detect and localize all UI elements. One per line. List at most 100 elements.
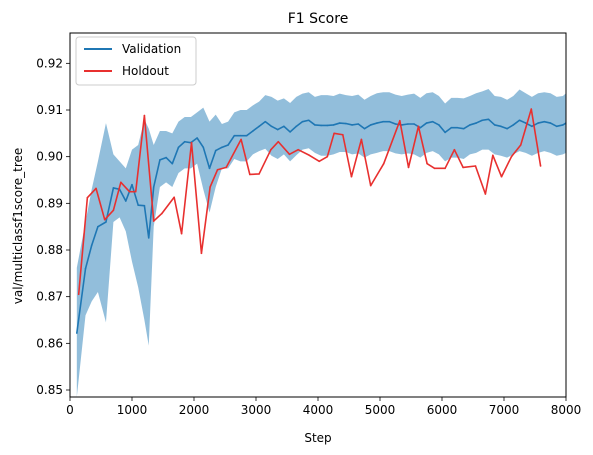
validation-point	[84, 267, 87, 270]
validation-point	[506, 127, 508, 130]
validation-point	[425, 122, 428, 124]
holdout-point	[112, 209, 115, 212]
validation-point	[270, 125, 273, 128]
validation-point	[131, 183, 133, 186]
holdout-point	[426, 162, 428, 165]
legend-label-validation: Validation	[122, 42, 181, 56]
validation-point	[137, 204, 139, 206]
holdout-point	[407, 166, 410, 169]
validation-point	[239, 134, 242, 137]
validation-point	[159, 159, 161, 161]
holdout-point	[173, 196, 175, 199]
validation-point	[332, 124, 335, 126]
y-tick-label: 0.85	[36, 383, 63, 397]
holdout-point	[453, 148, 456, 151]
validation-point	[90, 244, 93, 247]
validation-point	[97, 225, 99, 228]
holdout-line	[77, 108, 542, 295]
validation-point	[171, 162, 174, 165]
validation-point	[500, 125, 502, 128]
holdout-point	[297, 148, 299, 151]
validation-point	[413, 123, 415, 125]
validation-point	[512, 124, 515, 126]
holdout-point	[433, 167, 436, 170]
validation-point	[76, 332, 78, 334]
holdout-point	[342, 133, 344, 136]
x-tick-label: 6000	[427, 403, 458, 417]
holdout-point	[216, 168, 219, 171]
validation-point	[165, 156, 167, 159]
validation-point	[152, 186, 155, 188]
holdout-point	[277, 140, 280, 143]
validation-point	[394, 123, 397, 125]
holdout-point	[539, 165, 542, 167]
chart-title: F1 Score	[288, 11, 349, 27]
validation-point	[518, 119, 521, 122]
holdout-point	[180, 232, 183, 235]
validation-point	[320, 124, 322, 127]
y-axis-title: val/multiclassf1score_tree	[11, 148, 25, 305]
holdout-point	[77, 293, 80, 296]
validation-point	[438, 124, 440, 126]
validation-point	[382, 120, 384, 123]
validation-point	[221, 146, 223, 149]
validation-point	[105, 221, 107, 223]
validation-point	[524, 122, 527, 124]
validation-point	[295, 125, 298, 128]
y-tick-label: 0.87	[36, 290, 63, 304]
holdout-point	[530, 108, 533, 110]
holdout-point	[160, 212, 163, 215]
validation-point	[531, 125, 533, 128]
validation-point	[183, 140, 186, 143]
holdout-point	[444, 167, 446, 170]
holdout-point	[200, 252, 203, 255]
validation-point	[289, 131, 291, 133]
holdout-point	[333, 132, 335, 135]
validation-point	[326, 124, 329, 127]
holdout-point	[318, 160, 321, 163]
validation-point	[147, 237, 150, 239]
validation-point	[345, 122, 347, 125]
validation-point	[376, 122, 378, 124]
validation-point	[369, 124, 372, 126]
y-tick-label: 0.88	[36, 243, 63, 257]
validation-point	[252, 130, 254, 132]
plot-frame	[69, 32, 567, 398]
validation-point	[351, 124, 353, 126]
holdout-point	[209, 186, 211, 188]
holdout-point	[308, 154, 311, 157]
validation-point	[419, 126, 422, 129]
validation-point	[258, 125, 260, 128]
validation-point	[202, 146, 205, 149]
validation-point	[562, 124, 564, 126]
holdout-point	[484, 193, 487, 195]
holdout-point	[152, 220, 155, 222]
holdout-point	[134, 190, 137, 193]
validation-point	[177, 146, 180, 149]
validation-point	[481, 119, 484, 122]
validation-point	[462, 127, 465, 130]
holdout-point	[103, 218, 106, 221]
holdout-point	[492, 154, 494, 157]
holdout-point	[474, 165, 477, 167]
validation-point	[388, 120, 391, 123]
holdout-point	[143, 114, 146, 117]
x-tick-label: 7000	[489, 403, 520, 417]
x-tick-label: 0	[66, 403, 74, 417]
validation-point	[314, 124, 316, 126]
holdout-point	[270, 148, 272, 151]
validation-point	[276, 128, 279, 131]
holdout-point	[120, 181, 122, 184]
validation-point	[208, 167, 211, 170]
y-tick-label: 0.92	[36, 56, 63, 70]
y-axis: 0.85 0.86 0.87 0.88 0.89 0.90 0.91 0.92	[36, 56, 70, 397]
validation-point	[493, 124, 496, 126]
validation-band	[76, 89, 566, 397]
legend: Validation Holdout	[75, 36, 197, 86]
y-tick-label: 0.90	[36, 150, 63, 164]
validation-point	[245, 134, 248, 137]
validation-point	[363, 127, 366, 130]
holdout-point	[369, 184, 372, 187]
holdout-point	[326, 155, 329, 158]
